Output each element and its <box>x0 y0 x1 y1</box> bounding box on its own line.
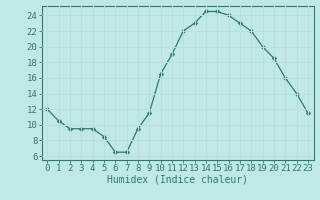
X-axis label: Humidex (Indice chaleur): Humidex (Indice chaleur) <box>107 175 248 185</box>
